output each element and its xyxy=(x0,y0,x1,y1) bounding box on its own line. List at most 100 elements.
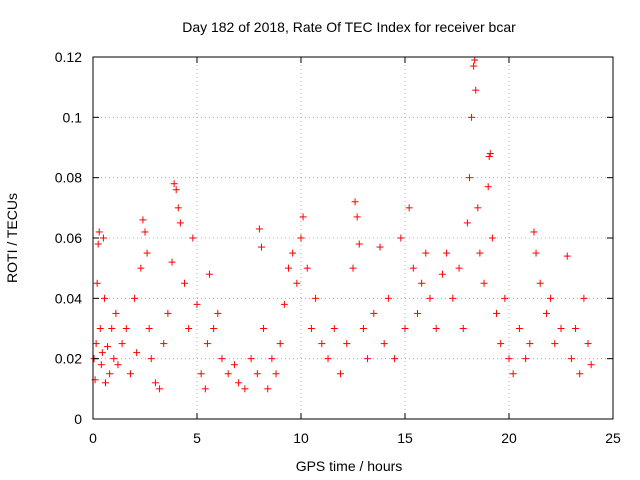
y-tick-label: 0.06 xyxy=(55,230,82,246)
data-point xyxy=(330,325,338,332)
data-point xyxy=(280,300,288,308)
data-point xyxy=(353,213,361,221)
data-point xyxy=(355,240,363,248)
data-point xyxy=(139,216,147,224)
data-point xyxy=(241,385,249,393)
data-point xyxy=(235,379,243,387)
chart-title: Day 182 of 2018, Rate Of TEC Index for r… xyxy=(182,19,516,35)
data-points xyxy=(90,56,595,393)
data-point xyxy=(272,370,280,378)
data-point xyxy=(299,213,307,221)
data-point xyxy=(364,355,372,363)
data-point xyxy=(351,198,359,206)
y-tick-label: 0 xyxy=(74,411,82,427)
x-axis-label: GPS time / hours xyxy=(296,458,403,474)
data-point xyxy=(501,294,509,302)
data-point xyxy=(264,385,272,393)
data-point xyxy=(405,204,413,212)
data-point xyxy=(260,325,268,332)
y-tick-label: 0.02 xyxy=(55,351,82,367)
data-point xyxy=(370,309,378,317)
data-point xyxy=(397,234,405,242)
data-point xyxy=(515,325,523,332)
data-point xyxy=(126,370,134,378)
data-point xyxy=(505,355,513,363)
data-point xyxy=(168,258,176,266)
data-point xyxy=(484,183,492,191)
data-point xyxy=(567,355,575,363)
data-point xyxy=(201,385,209,393)
data-point xyxy=(99,234,107,242)
data-point xyxy=(422,249,430,257)
data-point xyxy=(488,234,496,242)
x-tick-label: 5 xyxy=(193,430,201,446)
x-tick-label: 0 xyxy=(89,430,97,446)
data-point xyxy=(255,225,263,233)
data-point xyxy=(108,325,116,332)
data-point xyxy=(572,325,580,332)
data-point xyxy=(214,309,222,317)
data-point xyxy=(465,174,473,182)
data-point xyxy=(349,264,357,272)
data-point xyxy=(312,294,320,302)
data-point xyxy=(471,56,479,64)
data-point xyxy=(324,355,332,363)
data-point xyxy=(106,370,114,378)
data-point xyxy=(131,294,139,302)
data-point xyxy=(112,309,120,317)
data-point xyxy=(337,370,345,378)
data-point xyxy=(493,309,501,317)
data-point xyxy=(470,62,478,70)
data-point xyxy=(97,361,105,369)
data-point xyxy=(468,113,476,121)
data-point xyxy=(104,343,112,351)
data-point xyxy=(391,355,399,363)
data-point xyxy=(189,234,197,242)
x-tick-label: 25 xyxy=(605,430,621,446)
data-point xyxy=(151,379,159,387)
data-point xyxy=(289,249,297,257)
data-point xyxy=(247,355,255,363)
data-point xyxy=(276,340,284,348)
data-point xyxy=(557,325,565,332)
data-point xyxy=(285,264,293,272)
data-point xyxy=(193,300,201,308)
data-point xyxy=(92,340,100,348)
data-point xyxy=(587,361,595,369)
data-point xyxy=(224,370,232,378)
y-tick-label: 0.12 xyxy=(55,49,82,65)
data-point xyxy=(257,243,265,251)
data-point xyxy=(530,228,538,236)
y-tick-label: 0.04 xyxy=(55,290,82,306)
data-point xyxy=(536,279,544,287)
data-point xyxy=(409,264,417,272)
data-point xyxy=(384,294,392,302)
data-point xyxy=(584,340,592,348)
grid-lines xyxy=(93,57,613,419)
data-point xyxy=(95,228,103,236)
data-point xyxy=(455,264,463,272)
data-point xyxy=(476,249,484,257)
data-point xyxy=(547,294,555,302)
data-point xyxy=(426,294,434,302)
axis-tick-labels: 0 5 10 15 20 25 0 0.02 0.04 0.06 0.08 0.1 0.12 xyxy=(55,49,621,446)
data-point xyxy=(318,340,326,348)
data-point xyxy=(174,204,182,212)
data-point xyxy=(98,349,106,357)
data-point xyxy=(268,355,276,363)
data-point xyxy=(93,279,101,287)
y-axis-label: ROTI / TECUs xyxy=(4,193,20,283)
data-point xyxy=(160,340,168,348)
data-point xyxy=(303,264,311,272)
data-point xyxy=(293,279,301,287)
data-point xyxy=(205,270,213,278)
data-point xyxy=(443,249,451,257)
x-tick-label: 15 xyxy=(397,430,413,446)
data-point xyxy=(96,325,104,332)
data-point xyxy=(94,240,102,248)
data-point xyxy=(181,279,189,287)
data-point xyxy=(172,186,180,194)
data-point xyxy=(542,309,550,317)
data-point xyxy=(413,309,421,317)
